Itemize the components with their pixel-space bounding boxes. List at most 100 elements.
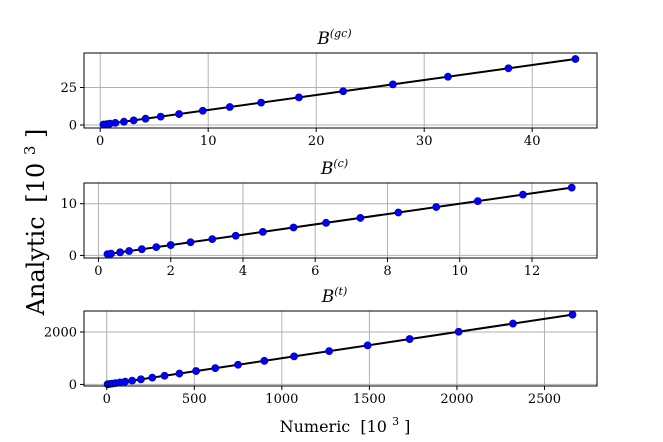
fit-line xyxy=(107,186,572,256)
subplot-1: 0 10 20 30 40 0 25 B(gc) xyxy=(60,27,598,149)
data-point xyxy=(121,377,130,386)
data-point xyxy=(175,369,184,378)
x-tick-label: 30 xyxy=(416,134,433,149)
data-point xyxy=(257,98,266,107)
subplot-title: B(c) xyxy=(320,157,348,179)
x-tick-label: 2500 xyxy=(528,392,561,407)
x-tick-label: 0 xyxy=(96,134,104,149)
subplot-title-base: B xyxy=(316,29,330,49)
subplot-title: B(t) xyxy=(321,285,348,307)
data-point xyxy=(444,72,452,81)
data-point xyxy=(231,231,240,240)
data-point xyxy=(289,223,298,232)
data-point xyxy=(339,87,348,96)
subplot-title-base: B xyxy=(320,159,334,179)
data-point xyxy=(394,208,403,217)
data-point xyxy=(137,375,145,384)
subplot-title-superscript: (gc) xyxy=(330,27,352,40)
subplot-title: B(gc) xyxy=(316,27,351,49)
x-tick-label: 4 xyxy=(239,264,247,279)
x-axis-label-exp: 3 xyxy=(392,415,399,428)
data-point xyxy=(567,183,576,192)
y-tick-label: 2000 xyxy=(44,325,77,340)
y-tick-label: 0 xyxy=(69,119,77,134)
subplot-title-base: B xyxy=(321,287,335,307)
x-tick-label: 2000 xyxy=(440,392,473,407)
data-point xyxy=(137,245,146,254)
subplot-2: 0 2 4 6 8 10 12 0 10 B(c) xyxy=(60,157,598,279)
data-point xyxy=(186,238,195,247)
data-point xyxy=(129,116,138,125)
data-point xyxy=(128,376,137,385)
x-tick-label: 40 xyxy=(524,134,541,149)
x-axis-label-main: Numeric xyxy=(280,417,351,436)
y-axis-label-close: ] xyxy=(22,129,50,138)
y-axis-label-unit: [10 xyxy=(22,163,50,203)
axes-frame xyxy=(83,52,598,129)
y-axis-label-main: Analytic xyxy=(22,216,50,316)
data-point xyxy=(156,112,165,121)
data-point xyxy=(225,103,234,111)
x-tick-label: 12 xyxy=(524,264,541,279)
data-point xyxy=(166,241,175,249)
data-point xyxy=(116,248,125,257)
subplot-3: 0 500 1000 1500 2000 2500 0 2000 B(t) xyxy=(44,285,598,407)
y-tick-label: 10 xyxy=(60,197,77,212)
data-point xyxy=(107,249,115,258)
x-tick-label: 6 xyxy=(311,264,319,279)
data-point xyxy=(260,356,269,365)
data-point xyxy=(504,64,513,73)
data-point xyxy=(141,114,150,123)
data-point xyxy=(473,197,482,206)
data-point xyxy=(160,371,169,380)
data-point xyxy=(509,319,517,328)
x-tick-label: 1500 xyxy=(353,392,386,407)
x-tick-label: 10 xyxy=(200,134,217,149)
data-point xyxy=(356,214,365,222)
y-axis-label-exp: 3 xyxy=(21,146,39,156)
data-point xyxy=(198,106,207,115)
data-point xyxy=(290,352,299,361)
data-point xyxy=(388,80,397,89)
x-tick-label: 0 xyxy=(103,392,111,407)
data-point xyxy=(568,310,577,319)
data-point xyxy=(519,190,527,199)
y-tick-label: 0 xyxy=(69,378,77,393)
data-point xyxy=(192,367,200,375)
axes-frame xyxy=(83,182,598,259)
x-tick-label: 8 xyxy=(383,264,391,279)
data-point xyxy=(120,117,128,126)
x-axis-label-close: ] xyxy=(404,417,410,436)
data-point xyxy=(405,335,414,343)
x-tick-label: 10 xyxy=(451,264,468,279)
subplot-title-superscript: (c) xyxy=(333,157,348,170)
data-point xyxy=(208,235,217,244)
data-point xyxy=(295,93,303,102)
y-tick-label: 25 xyxy=(60,81,77,96)
data-point xyxy=(432,203,441,211)
y-tick-label: 0 xyxy=(69,249,77,264)
data-point xyxy=(363,341,372,350)
data-point xyxy=(454,327,463,336)
data-point xyxy=(148,373,157,382)
x-tick-label: 500 xyxy=(182,392,207,407)
data-point xyxy=(175,110,183,118)
x-axis-label: Numeric [10 3 ] xyxy=(280,410,411,436)
x-tick-label: 0 xyxy=(94,264,102,279)
data-point xyxy=(152,243,161,252)
y-axis-label: Analytic [10 3 ] xyxy=(13,129,50,317)
data-point xyxy=(325,347,334,356)
x-tick-label: 2 xyxy=(167,264,175,279)
data-point xyxy=(211,364,220,373)
data-point xyxy=(125,247,134,255)
subplot-title-superscript: (t) xyxy=(334,285,347,298)
data-point xyxy=(111,119,120,127)
data-point xyxy=(322,218,330,227)
x-tick-label: 1000 xyxy=(265,392,298,407)
x-axis-label-unit: [10 xyxy=(360,417,387,436)
data-point xyxy=(258,227,267,236)
fit-line xyxy=(107,313,573,386)
x-tick-label: 20 xyxy=(308,134,325,149)
